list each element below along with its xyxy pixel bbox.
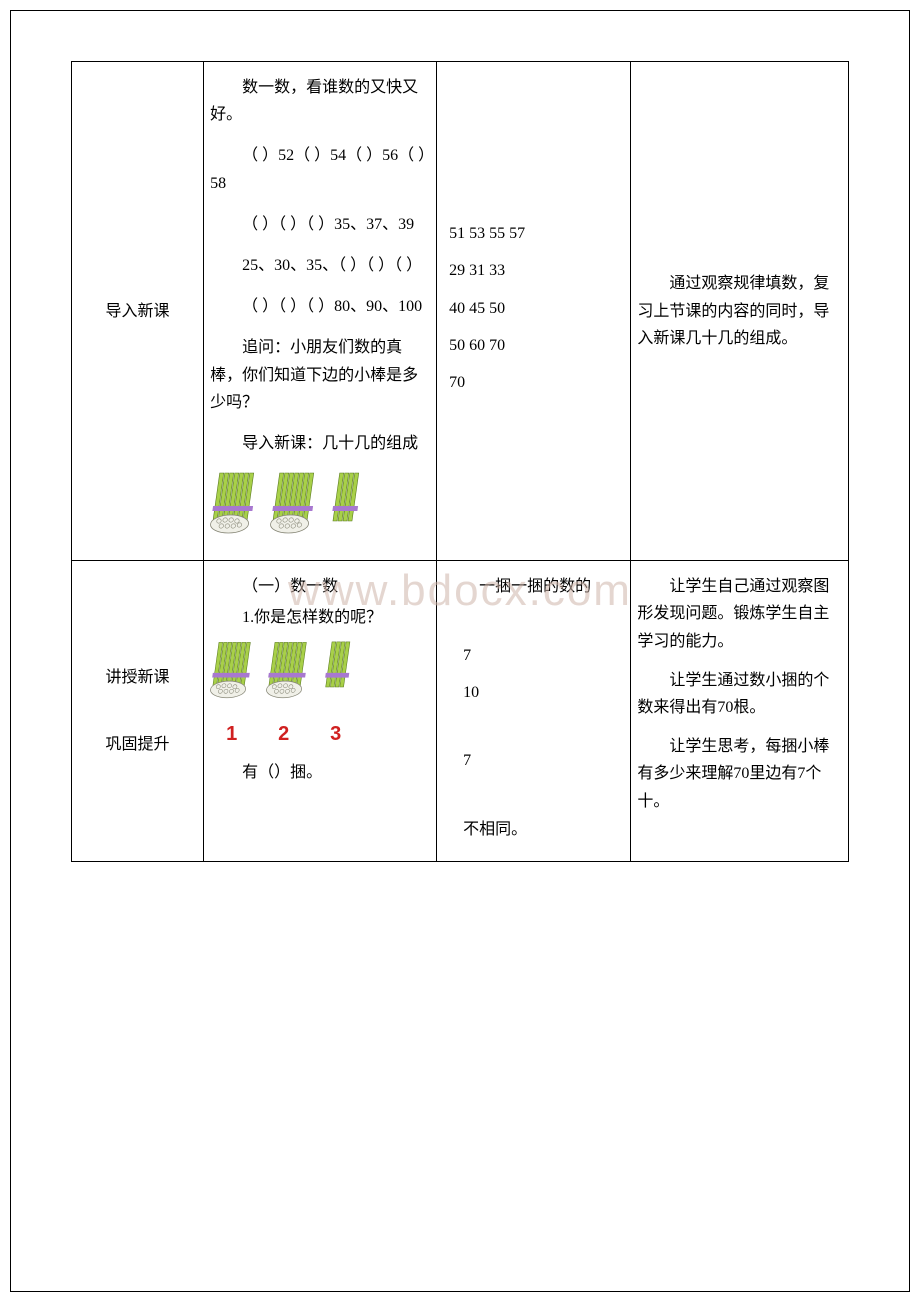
section-label-intro: 导入新课 bbox=[72, 62, 204, 561]
purpose-cell-2: 让学生自己通过观察图形发现问题。锻炼学生自主学习的能力。 让学生通过数小捆的个数… bbox=[631, 561, 849, 862]
stick-bundle-illustration-2 bbox=[210, 640, 430, 711]
purpose-p3: 让学生思考，每捆小棒有多少来理解70里边有7个十。 bbox=[637, 733, 842, 815]
question-1: 1.你是怎样数的呢？ bbox=[210, 604, 430, 631]
follow-question: 追问：小朋友们数的真棒，你们知道下边的小棒是多少吗？ bbox=[210, 334, 430, 416]
sequence-1: （ ）52（ ）54（ ）56（ ）58 bbox=[210, 142, 430, 196]
sequence-4: （ ）（ ）（ ）80、90、100 bbox=[210, 293, 430, 320]
section-label-teach: 讲授新课 巩固提升 bbox=[72, 561, 204, 862]
subheading: （一）数一数 bbox=[210, 573, 430, 600]
sequence-2: （ ）（ ）（ ）35、37、39 bbox=[210, 211, 430, 238]
instruction-text: 数一数，看谁数的又快又好。 bbox=[210, 74, 430, 128]
bundle-icon bbox=[330, 471, 360, 546]
purpose-p2: 让学生通过数小捆的个数来得出有70根。 bbox=[637, 667, 842, 721]
bundle-icon bbox=[210, 640, 258, 711]
table-row: 导入新课 数一数，看谁数的又快又好。 （ ）52（ ）54（ ）56（ ）58 … bbox=[72, 62, 849, 561]
bundle-number: 3 bbox=[320, 717, 368, 751]
lesson-table: 导入新课 数一数，看谁数的又快又好。 （ ）52（ ）54（ ）56（ ）58 … bbox=[71, 61, 849, 862]
bundle-icon bbox=[210, 471, 262, 546]
label-consolidate: 巩固提升 bbox=[78, 731, 197, 758]
bundle-number: 1 bbox=[216, 717, 264, 751]
student-answer-cell: 51 53 55 57 29 31 33 40 45 50 50 60 70 7… bbox=[437, 62, 631, 561]
answer-l4: 7 bbox=[447, 747, 624, 774]
purpose-text: 通过观察规律填数，复习上节课的内容的同时，导入新课几十几的组成。 bbox=[637, 270, 842, 352]
answer-4: 50 60 70 bbox=[449, 332, 624, 359]
teacher-activity-cell-2: （一）数一数 1.你是怎样数的呢？ bbox=[204, 561, 437, 862]
bundle-numbers-row: 1 2 3 bbox=[210, 717, 430, 751]
page-container: www.bdocx.com 导入新课 数一数，看谁数的又快又好。 （ ）52（ … bbox=[10, 10, 910, 1292]
label-text: 导入新课 bbox=[106, 303, 170, 320]
bundle-icon bbox=[322, 640, 352, 711]
label-teach: 讲授新课 bbox=[78, 664, 197, 691]
answer-3: 40 45 50 bbox=[449, 295, 624, 322]
fill-blank: 有（）捆。 bbox=[210, 759, 430, 786]
bundle-icon bbox=[270, 471, 322, 546]
purpose-cell: 通过观察规律填数，复习上节课的内容的同时，导入新课几十几的组成。 bbox=[631, 62, 849, 561]
teacher-activity-cell: 数一数，看谁数的又快又好。 （ ）52（ ）54（ ）56（ ）58 （ ）（ … bbox=[204, 62, 437, 561]
stick-bundle-illustration bbox=[210, 471, 430, 546]
purpose-p1: 让学生自己通过观察图形发现问题。锻炼学生自主学习的能力。 bbox=[637, 573, 842, 655]
bundle-icon bbox=[266, 640, 314, 711]
sequence-3: 25、30、35、（ ）（ ）（ ） bbox=[210, 252, 430, 279]
answer-2: 29 31 33 bbox=[449, 257, 624, 284]
table-row: 讲授新课 巩固提升 （一）数一数 1.你是怎样数的呢？ bbox=[72, 561, 849, 862]
answer-l1: 一捆一捆的数的 bbox=[447, 573, 624, 600]
answer-l2: 7 bbox=[447, 642, 624, 669]
intro-text: 导入新课：几十几的组成 bbox=[210, 430, 430, 457]
bundle-number: 2 bbox=[268, 717, 316, 751]
answer-5: 70 bbox=[449, 369, 624, 396]
answer-l5: 不相同。 bbox=[447, 816, 624, 843]
answer-l3: 10 bbox=[447, 679, 624, 706]
student-answer-cell-2: 一捆一捆的数的 7 10 7 不相同。 bbox=[437, 561, 631, 862]
answer-1: 51 53 55 57 bbox=[449, 220, 624, 247]
